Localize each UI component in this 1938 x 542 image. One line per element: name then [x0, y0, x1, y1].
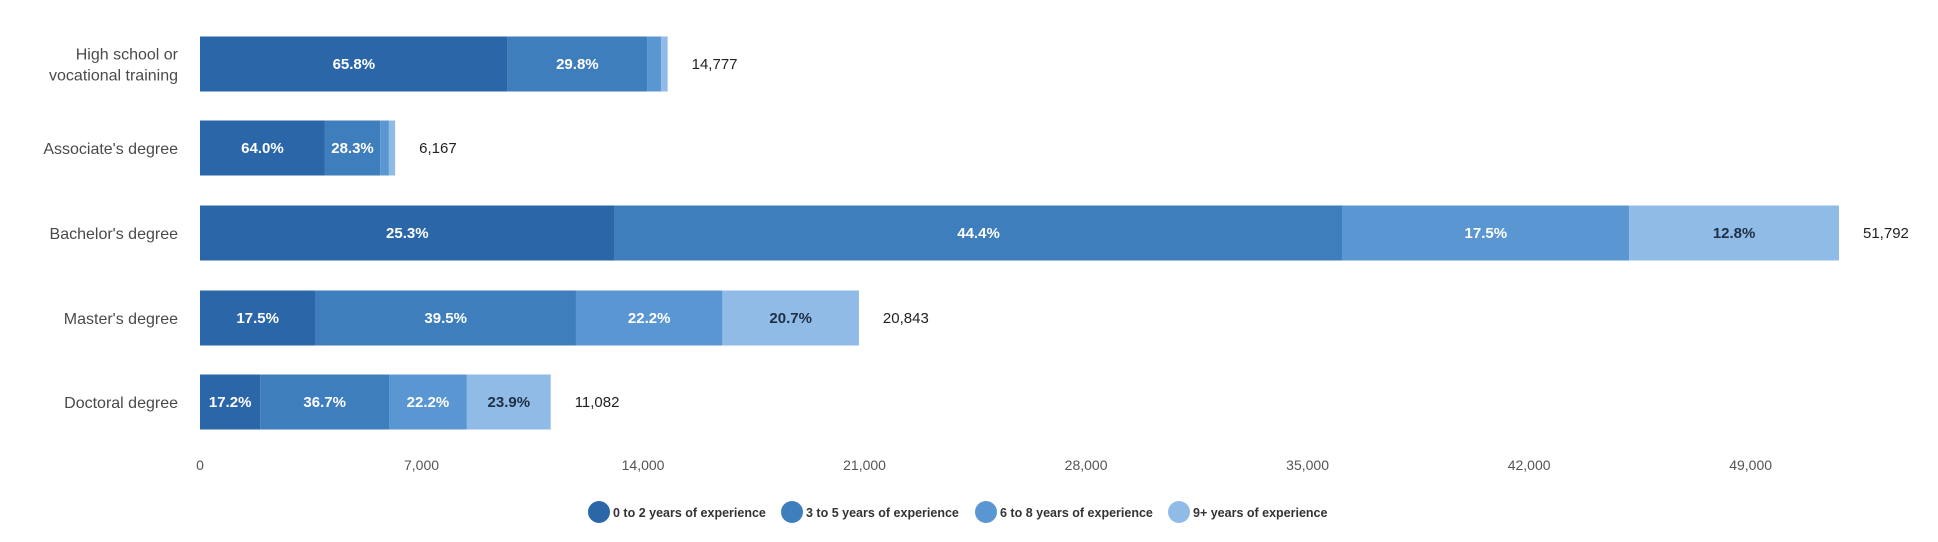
segment-value-label: 36.7% [303, 394, 346, 411]
category-label: Bachelor's degree [50, 226, 179, 243]
x-tick-label: 0 [196, 457, 204, 473]
bar-total-label: 11,082 [575, 394, 620, 411]
bar-total-label: 20,843 [883, 310, 929, 327]
bar-segment [260, 374, 390, 430]
x-tick-label: 14,000 [622, 457, 665, 473]
segment-value-label: 29.8% [556, 56, 599, 73]
bar-segment [389, 374, 467, 430]
legend-swatch-icon [588, 501, 610, 523]
bar-segment [1629, 205, 1839, 261]
x-tick-label: 7,000 [404, 457, 439, 473]
bar-segment [200, 205, 615, 261]
x-tick-label: 21,000 [843, 457, 886, 473]
legend-item-label: 0 to 2 years of experience [613, 506, 766, 520]
bar-segment [200, 120, 325, 176]
category-label: Master's degree [64, 311, 178, 328]
segment-value-label: 20.7% [769, 310, 812, 327]
legend-swatch-icon [975, 501, 997, 523]
bar-segment [614, 205, 1343, 261]
segment-value-label: 44.4% [957, 225, 1000, 242]
bar-segment [507, 36, 648, 92]
legend-swatch-icon [1168, 501, 1190, 523]
x-tick-label: 28,000 [1065, 457, 1108, 473]
bar-segment [466, 374, 551, 430]
segment-value-label: 28.3% [331, 140, 374, 157]
bar-segment [722, 290, 859, 346]
legend-swatch-icon [781, 501, 803, 523]
bar-segment [324, 120, 381, 176]
category-label: High school or [76, 47, 179, 64]
x-tick-label: 49,000 [1729, 457, 1772, 473]
segment-value-label: 65.8% [333, 56, 376, 73]
bar-total-label: 6,167 [419, 140, 457, 157]
bar-segment [380, 120, 389, 176]
segment-value-label: 39.5% [424, 310, 467, 327]
legend-item-label: 9+ years of experience [1193, 506, 1328, 520]
segment-value-label: 23.9% [488, 394, 531, 411]
category-label: vocational training [49, 68, 178, 85]
x-axis: 0 7,000 14,000 21,000 28,000 35,000 42,000 49,0… [196, 457, 1772, 473]
legend-item-label: 6 to 8 years of experience [1000, 506, 1153, 520]
bar-segment [200, 374, 261, 430]
bars-layer: 65.8% 29.8% 14,777 64.0% 28.3% 6,167 25.3% 44.4… [200, 36, 1909, 430]
bar-segment [200, 36, 508, 92]
segment-value-label: 22.2% [407, 394, 450, 411]
bar-total-label: 51,792 [1863, 225, 1909, 242]
segment-value-label: 17.5% [236, 310, 279, 327]
category-labels-layer: High school or vocational training Associa… [43, 47, 178, 413]
bar-segment [647, 36, 662, 92]
segment-value-label: 22.2% [628, 310, 671, 327]
category-label: Doctoral degree [64, 395, 178, 412]
segment-value-label: 64.0% [241, 140, 284, 157]
legend: 0 to 2 years of experience 3 to 5 years o… [588, 501, 1328, 523]
legend-item-label: 3 to 5 years of experience [806, 506, 959, 520]
bar-segment [661, 36, 668, 92]
bar-segment [1342, 205, 1630, 261]
x-tick-label: 42,000 [1508, 457, 1551, 473]
segment-value-label: 17.5% [1465, 225, 1508, 242]
x-tick-label: 35,000 [1286, 457, 1329, 473]
bar-segment [575, 290, 723, 346]
bar-segment [315, 290, 576, 346]
bar-total-label: 14,777 [692, 56, 738, 73]
bar-segment [200, 290, 316, 346]
bar-segment [388, 120, 396, 176]
segment-value-label: 25.3% [386, 225, 429, 242]
category-label: Associate's degree [43, 141, 178, 158]
segment-value-label: 17.2% [209, 394, 252, 411]
segment-value-label: 12.8% [1713, 225, 1756, 242]
